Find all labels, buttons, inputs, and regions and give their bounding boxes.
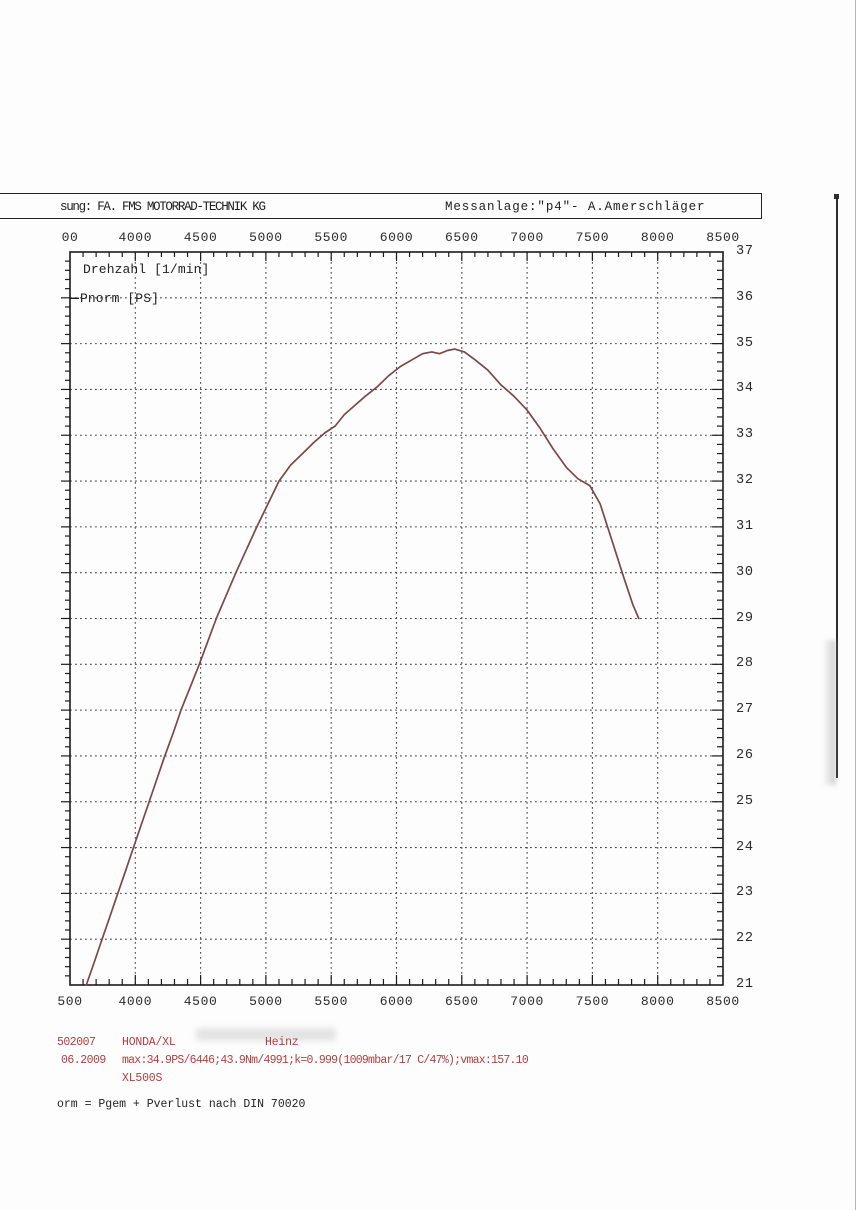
y-tick-label-right: 33 — [736, 427, 754, 443]
scan-artifact-line-cap — [834, 194, 839, 199]
y-tick-label-right: 36 — [736, 289, 754, 305]
header-box — [0, 193, 762, 219]
y-tick-label-right: 27 — [736, 702, 754, 718]
measurement-date: 06.2009 — [61, 1054, 106, 1067]
x-tick-label-bottom: 4500 — [183, 994, 218, 1009]
y-tick-label-right: 32 — [736, 473, 754, 489]
x-tick-label-bottom: 8000 — [640, 994, 675, 1009]
plot-border — [69, 251, 724, 986]
x-tick-label-top: 4000 — [118, 230, 153, 245]
x-tick-label-top: 5000 — [249, 230, 283, 245]
legend-series-pnorm: Pnorm [PS] — [80, 291, 160, 306]
header-measurement-rig-text: Messanlage:"p4"- A.Amerschläger — [445, 200, 706, 214]
x-tick-label-bottom: 6500 — [444, 994, 479, 1009]
order-number: 502007 — [57, 1036, 96, 1049]
header-company-text: sung: FA. FMS MOTORRAD-TECHNIK KG — [60, 200, 266, 214]
x-tick-label-top: 6000 — [379, 230, 414, 245]
scan-artifact-vertical-line — [836, 195, 838, 778]
result-summary: max:34.9PS/6446;43.9Nm/4991;k=0.999(1009… — [122, 1054, 529, 1067]
x-tick-label-top: 5500 — [314, 230, 348, 245]
whiteout-smudge — [196, 1028, 336, 1041]
y-tick-label-right: 29 — [736, 610, 754, 626]
x-tick-label-top: 8000 — [640, 230, 675, 245]
y-tick-label-right: 26 — [736, 747, 754, 763]
y-tick-label-right: 23 — [736, 885, 754, 901]
legend-x-quantity: Drehzahl [1/min] — [83, 262, 210, 277]
x-tick-label-top: 7500 — [575, 230, 610, 245]
y-tick-label-right: 22 — [736, 931, 754, 947]
customer-name: Heinz — [265, 1036, 299, 1049]
x-tick-label-bottom: 7000 — [510, 994, 544, 1009]
x-tick-label-bottom: 8500 — [706, 994, 740, 1009]
y-tick-label-right: 21 — [736, 977, 754, 992]
y-tick-label-right: 34 — [736, 381, 754, 397]
model-code: XL500S — [122, 1072, 163, 1085]
scan-artifact-shadow — [822, 640, 836, 785]
vehicle-name: HONDA/XL — [122, 1036, 176, 1049]
y-tick-label-right: 28 — [736, 656, 754, 672]
x-tick-label-top: 4500 — [183, 230, 218, 245]
y-tick-label-right: 24 — [736, 839, 754, 855]
x-tick-label-bottom: 6000 — [379, 994, 414, 1009]
x-tick-label-bottom: 5500 — [314, 994, 348, 1009]
x-tick-label-bottom: 4000 — [118, 994, 153, 1009]
x-tick-label-top: 8500 — [706, 230, 740, 245]
x-tick-label-bottom: 5000 — [249, 994, 283, 1009]
x-tick-label-bottom: 500 — [57, 994, 83, 1009]
y-tick-label-right: 37 — [736, 244, 754, 259]
y-tick-label-right: 25 — [736, 793, 754, 809]
pnorm-power-curve — [85, 348, 640, 986]
x-tick-label-top: 00 — [61, 230, 79, 245]
x-tick-label-top: 7000 — [510, 230, 544, 245]
y-tick-label-right: 31 — [736, 518, 754, 534]
x-tick-label-top: 6500 — [444, 230, 479, 245]
y-tick-label-right: 30 — [736, 564, 754, 580]
x-tick-label-bottom: 7500 — [575, 994, 610, 1009]
y-tick-label-right: 35 — [736, 335, 754, 351]
din-formula-note: orm = Pgem + Pverlust nach DIN 70020 — [57, 1098, 306, 1111]
